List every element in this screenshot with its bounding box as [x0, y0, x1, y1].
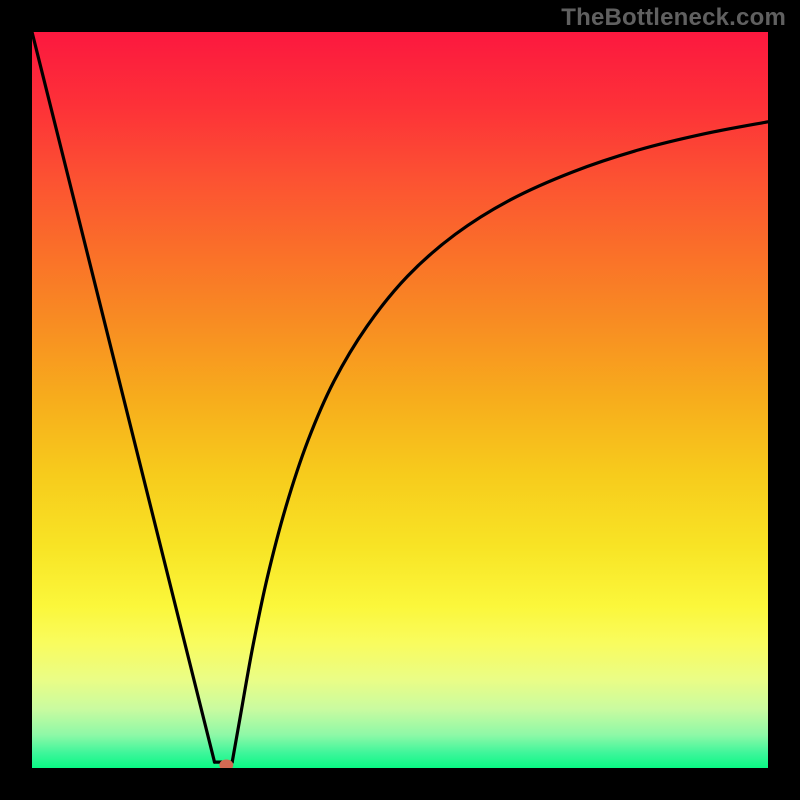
chart-container: TheBottleneck.com	[0, 0, 800, 800]
curve-right-branch	[232, 122, 768, 762]
curve-left-branch	[32, 32, 215, 762]
plot-area	[32, 32, 768, 768]
watermark-text: TheBottleneck.com	[561, 4, 786, 32]
chart-svg	[32, 32, 768, 768]
